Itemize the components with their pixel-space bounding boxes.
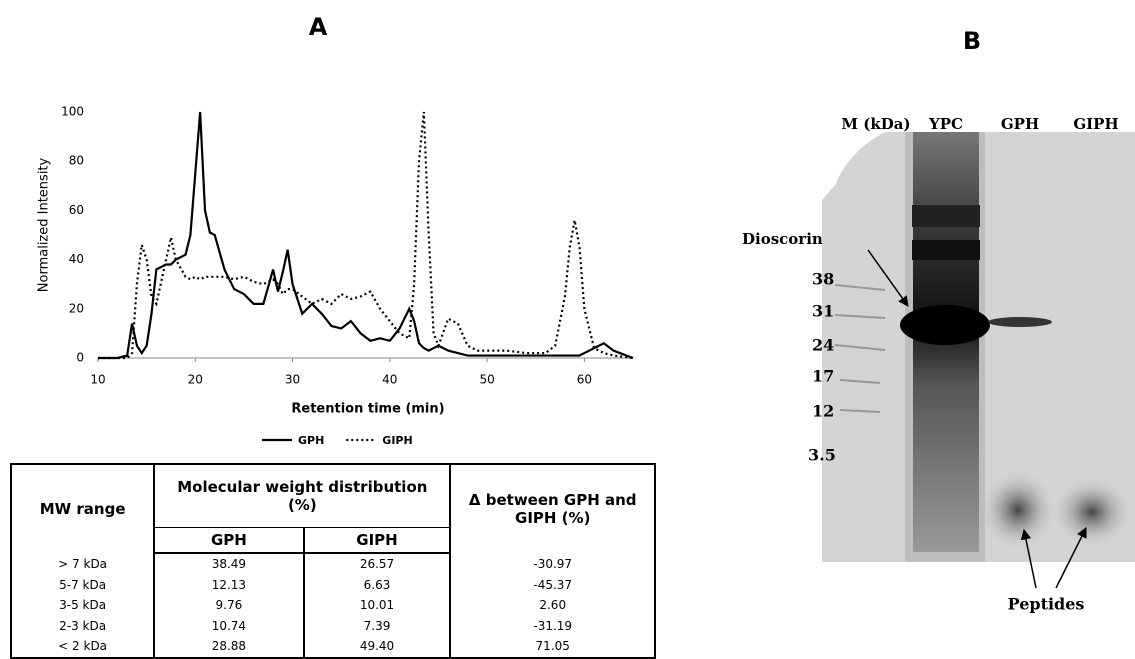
peptide-smear xyxy=(1052,477,1132,547)
legend-label: GPH xyxy=(298,434,324,447)
table-cell: -31.19 xyxy=(450,616,655,637)
lane-label: GIPH xyxy=(1073,115,1118,133)
panel-label: A xyxy=(309,13,328,41)
panel-label: B xyxy=(963,27,981,55)
table-cell: 2.60 xyxy=(450,595,655,616)
x-tick-label: 60 xyxy=(577,373,592,387)
band xyxy=(988,317,1052,327)
marker-label: 31 xyxy=(812,302,834,321)
marker-label: 3.5 xyxy=(808,446,836,465)
table-cell: 49.40 xyxy=(304,636,451,658)
y-axis-label: Normalized Intensity xyxy=(37,157,52,292)
gel-image xyxy=(822,132,1135,562)
marker-label: 24 xyxy=(812,336,834,355)
table-cell: 9.76 xyxy=(154,595,303,616)
page: A Retention time (min) Normalized Intens… xyxy=(0,0,1135,657)
table-cell: 38.49 xyxy=(154,553,303,575)
series-line xyxy=(98,112,633,358)
table-cell: 6.63 xyxy=(304,575,451,596)
peptide-smear xyxy=(980,470,1056,550)
col-header: Δ between GPH and GIPH (%) xyxy=(450,464,655,553)
x-tick-label: 20 xyxy=(188,373,203,387)
table-cell: -30.97 xyxy=(450,553,655,575)
x-tick-label: 30 xyxy=(285,373,300,387)
legend-label: GIPH xyxy=(382,434,412,447)
x-tick-label: 10 xyxy=(90,373,105,387)
y-tick-label: 100 xyxy=(61,105,84,119)
table-cell: 28.88 xyxy=(154,636,303,658)
y-tick-label: 20 xyxy=(69,301,84,315)
marker-label: 12 xyxy=(812,402,834,421)
table-cell: > 7 kDa xyxy=(11,553,154,575)
marker-label: 38 xyxy=(812,270,834,289)
table-cell: 7.39 xyxy=(304,616,451,637)
x-tick-label: 40 xyxy=(382,373,397,387)
y-tick-label: 0 xyxy=(76,351,84,365)
lane-label: GPH xyxy=(1001,115,1039,133)
band xyxy=(912,205,980,227)
table-cell: 26.57 xyxy=(304,553,451,575)
annotation: Dioscorin xyxy=(742,230,823,248)
y-tick-label: 80 xyxy=(69,154,84,168)
band xyxy=(900,305,990,345)
table-cell: 10.01 xyxy=(304,595,451,616)
table-cell: < 2 kDa xyxy=(11,636,154,658)
table-cell: 71.05 xyxy=(450,636,655,658)
x-axis-label: Retention time (min) xyxy=(291,402,444,417)
table-cell: -45.37 xyxy=(450,575,655,596)
y-tick-label: 60 xyxy=(69,203,84,217)
band xyxy=(912,240,980,260)
marker-label: 17 xyxy=(812,367,834,386)
table-cell: 5-7 kDa xyxy=(11,575,154,596)
subcol-header: GPH xyxy=(154,528,303,554)
annotation: Peptides xyxy=(1008,595,1085,614)
table-cell: 12.13 xyxy=(154,575,303,596)
x-tick-label: 50 xyxy=(479,373,494,387)
col-header: MW range xyxy=(11,464,154,553)
table-cell: 2-3 kDa xyxy=(11,616,154,637)
lane-label: YPC xyxy=(928,115,963,133)
col-header: Molecular weight distribution (%) xyxy=(154,464,450,528)
series-line xyxy=(98,112,633,358)
table-cell: 3-5 kDa xyxy=(11,595,154,616)
table-cell: 10.74 xyxy=(154,616,303,637)
subcol-header: GIPH xyxy=(304,528,451,554)
lane-label: M (kDa) xyxy=(841,115,910,133)
line-chart: 0 20 40 60 80 100 10 20 30 40 50 60 GPH GIPH xyxy=(61,105,633,448)
mw-table: MW range Molecular weight distribution (… xyxy=(10,463,656,659)
y-tick-label: 40 xyxy=(69,252,84,266)
